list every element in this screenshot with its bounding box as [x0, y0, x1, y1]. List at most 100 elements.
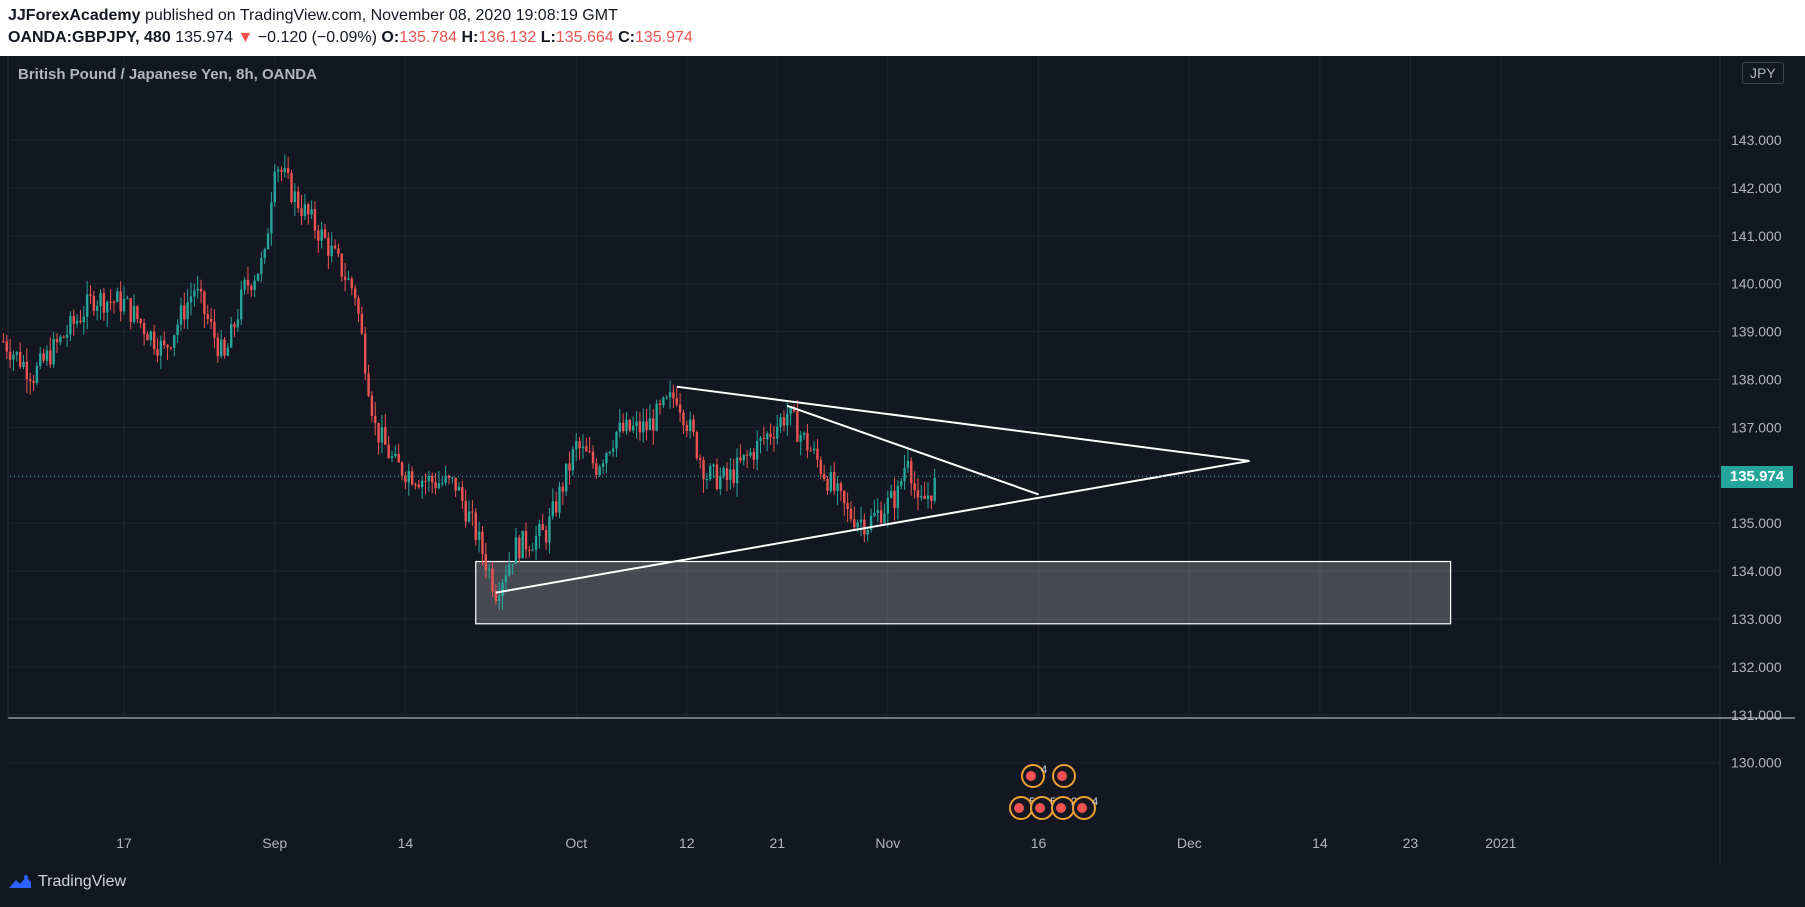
x-tick-label: Sep [262, 835, 287, 851]
trendline-support [495, 459, 1250, 594]
candle-body [678, 404, 682, 413]
candle-body [394, 453, 397, 456]
candle-body [725, 468, 729, 480]
candle-body [22, 361, 25, 367]
candle-body [454, 477, 457, 491]
candle-body [260, 258, 263, 274]
candle-body [343, 276, 347, 280]
publication-header: JJForexAcademy published on TradingView.… [0, 0, 1805, 56]
candle-body [534, 535, 538, 550]
change-value: −0.120 (−0.09%) [257, 29, 377, 46]
candle-body [370, 395, 374, 416]
candle-body [216, 337, 219, 357]
candle-body [176, 324, 179, 336]
candle-body [72, 315, 75, 324]
candle-body [253, 280, 256, 290]
candle-body [444, 475, 447, 483]
candle-body [32, 380, 35, 383]
candle-body [310, 209, 313, 215]
candle-body [471, 511, 474, 513]
candle-body [166, 345, 169, 348]
candle-body [772, 437, 776, 439]
candle-body [407, 471, 410, 483]
candle-body [45, 350, 49, 361]
chart-area[interactable]: 143.000 142.000 141.000 140.000 139.000 138.0… [0, 56, 1805, 864]
y-tick-label: 143.000 [1731, 132, 1782, 148]
candle-body [658, 403, 662, 405]
candle-body [561, 486, 565, 492]
candle-body [524, 530, 528, 550]
candle-body [410, 471, 414, 485]
candle-body [571, 449, 575, 471]
candle-body [233, 324, 236, 328]
candle-body [92, 295, 96, 311]
footer: TradingView [0, 864, 1805, 907]
candle-body [367, 373, 370, 396]
candle-body [521, 530, 524, 559]
candle-body [806, 432, 809, 451]
candle-body [350, 278, 353, 289]
candle-body [705, 479, 709, 481]
candle-body [635, 421, 638, 426]
candle-body [173, 335, 176, 348]
candle-body [477, 531, 481, 540]
candle-body [856, 522, 859, 528]
candle-body [52, 339, 55, 365]
candle-body [451, 477, 454, 479]
x-tick-label: 12 [679, 835, 695, 851]
candle-body [303, 204, 307, 217]
x-tick-label: 2021 [1485, 835, 1516, 851]
candle-body [320, 229, 323, 241]
candle-body [404, 475, 407, 483]
candle-body [638, 421, 642, 433]
y-tick-label: 141.000 [1731, 228, 1782, 244]
x-tick-label: 21 [769, 835, 785, 851]
candle-body [273, 171, 276, 203]
y-tick-label: 133.000 [1731, 611, 1782, 627]
publisher-name[interactable]: JJForexAcademy [8, 7, 141, 24]
candle-body [199, 288, 203, 292]
candle-body [196, 288, 199, 291]
candle-body [776, 426, 779, 439]
candle-body [317, 230, 320, 241]
candle-body [417, 484, 420, 488]
candle-body [682, 412, 685, 426]
y-tick-label: 140.000 [1731, 276, 1782, 292]
candle-body [575, 441, 578, 450]
tradingview-brand[interactable]: TradingView [8, 873, 126, 891]
currency-button[interactable]: JPY [1742, 62, 1784, 84]
candle-body [42, 353, 45, 361]
candle-body [836, 483, 839, 491]
candle-body [313, 209, 317, 231]
candle-body [337, 248, 340, 254]
candle-body [85, 294, 89, 317]
candle-body [89, 294, 92, 296]
candle-body [353, 288, 357, 299]
candle-body [139, 318, 142, 324]
y-tick-label: 139.000 [1731, 324, 1782, 340]
candle-body [327, 237, 330, 256]
candle-body [283, 168, 286, 173]
candle-body [789, 406, 792, 414]
tradingview-label: TradingView [38, 873, 127, 890]
candle-body [699, 458, 702, 460]
candle-body [702, 459, 705, 480]
trendline-resistance-major [676, 385, 1250, 462]
chart-title: British Pound / Japanese Yen, 8h, OANDA [18, 66, 317, 83]
candle-body [672, 392, 675, 399]
candle-body [873, 513, 876, 516]
event-marker-flag-icon [1077, 803, 1087, 813]
candle-body [712, 464, 715, 467]
candle-body [759, 437, 762, 442]
candle-body [578, 441, 581, 449]
candle-body [688, 419, 692, 432]
candle-body [461, 486, 464, 501]
candle-body [119, 291, 122, 312]
y-tick-label: 138.000 [1731, 372, 1782, 388]
candle-body [323, 229, 327, 238]
open-value: 135.784 [399, 29, 458, 46]
price-chart[interactable]: 143.000 142.000 141.000 140.000 139.000 138.0… [0, 56, 1805, 864]
candle-body [766, 433, 769, 439]
candle-body [913, 483, 916, 491]
candle-body [752, 452, 755, 460]
